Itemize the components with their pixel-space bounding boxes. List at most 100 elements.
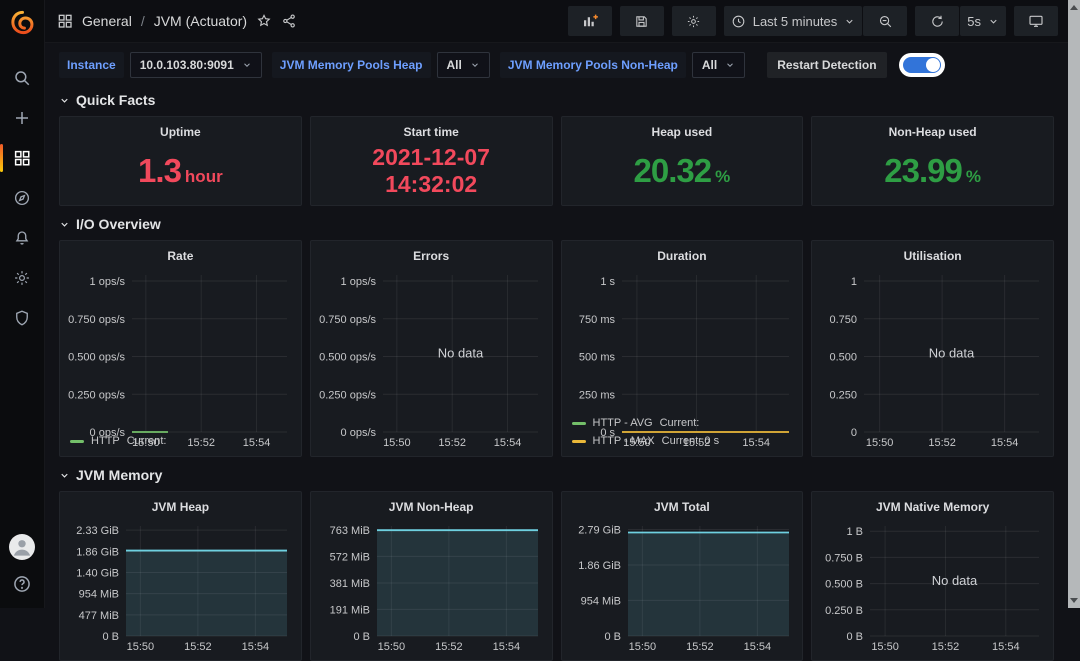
svg-text:763 MiB: 763 MiB bbox=[329, 525, 369, 537]
chevron-down-icon bbox=[471, 63, 478, 67]
breadcrumb-section[interactable]: General bbox=[82, 13, 132, 29]
star-icon[interactable] bbox=[256, 13, 272, 29]
svg-text:477 MiB: 477 MiB bbox=[79, 610, 119, 622]
section-jvm-memory[interactable]: JVM Memory bbox=[59, 467, 1054, 483]
utilisation-chart[interactable]: 15:50 15:52 15:54 1 0.750 0.500 0.250 0 No data bbox=[820, 267, 1045, 450]
section-io-overview[interactable]: I/O Overview bbox=[59, 216, 1054, 232]
refresh-button[interactable] bbox=[915, 6, 960, 36]
grafana-logo-icon[interactable] bbox=[0, 0, 44, 44]
search-icon[interactable] bbox=[0, 58, 44, 98]
chevron-down-icon bbox=[846, 19, 853, 24]
panel-title[interactable]: Start time bbox=[403, 125, 459, 139]
svg-text:381 MiB: 381 MiB bbox=[329, 578, 369, 590]
panel-title[interactable]: Non-Heap used bbox=[888, 125, 977, 139]
svg-text:15:52: 15:52 bbox=[686, 641, 714, 653]
panel-title[interactable]: JVM Native Memory bbox=[875, 500, 990, 514]
svg-text:0 ops/s: 0 ops/s bbox=[90, 427, 126, 439]
help-icon[interactable] bbox=[12, 574, 32, 594]
time-range-picker[interactable]: Last 5 minutes bbox=[723, 6, 863, 36]
svg-text:0 B: 0 B bbox=[102, 631, 119, 643]
rate-chart[interactable]: 15:50 15:52 15:54 1 ops/s 0.750 ops/s 0.500 o… bbox=[68, 267, 293, 449]
add-panel-button[interactable] bbox=[567, 6, 612, 36]
svg-text:0 s: 0 s bbox=[600, 427, 615, 439]
instance-select[interactable]: 10.0.103.80:9091 bbox=[129, 52, 262, 78]
sidebar bbox=[0, 0, 45, 608]
jvm-total-chart[interactable]: 15:50 15:52 15:54 2.79 GiB 1.86 GiB 954 MiB 0 … bbox=[570, 518, 795, 654]
svg-text:No data: No data bbox=[932, 573, 978, 588]
panel-title[interactable]: Uptime bbox=[160, 125, 201, 139]
panel-utilisation: Utilisation 15:50 15:52 15:54 1 0.750 0.500 0.… bbox=[811, 240, 1054, 457]
admin-shield-icon[interactable] bbox=[0, 298, 44, 338]
panel-title[interactable]: Duration bbox=[657, 249, 707, 263]
chevron-down-icon bbox=[990, 19, 997, 24]
save-dashboard-button[interactable] bbox=[619, 6, 664, 36]
legend-series-current: Current: bbox=[126, 435, 167, 447]
breadcrumb-dashboard-title[interactable]: JVM (Actuator) bbox=[153, 13, 248, 29]
svg-text:15:50: 15:50 bbox=[628, 641, 656, 653]
svg-text:0 B: 0 B bbox=[847, 631, 864, 643]
jvm-nonheap-chart[interactable]: 15:50 15:52 15:54 763 MiB 572 MiB 381 MiB 191 … bbox=[319, 518, 544, 654]
refresh-interval-picker[interactable]: 5s bbox=[960, 6, 1006, 36]
zoom-out-button[interactable] bbox=[863, 6, 908, 36]
svg-text:15:54: 15:54 bbox=[992, 641, 1020, 653]
stat-value-heap-used: 20.32 % bbox=[570, 143, 795, 199]
svg-text:0.500 ops/s: 0.500 ops/s bbox=[68, 352, 125, 364]
restart-detection-toggle[interactable] bbox=[898, 53, 945, 77]
vertical-scrollbar[interactable] bbox=[1068, 0, 1080, 608]
legend-item[interactable]: HTTP Current: bbox=[70, 432, 293, 450]
refresh-interval-label: 5s bbox=[967, 13, 981, 29]
section-quick-facts[interactable]: Quick Facts bbox=[59, 92, 1054, 108]
stat-number: 20.32 bbox=[633, 152, 713, 189]
nonheap-pools-select[interactable]: All bbox=[691, 52, 746, 78]
svg-text:15:54: 15:54 bbox=[742, 437, 770, 449]
jvm-heap-chart[interactable]: 15:50 15:52 15:54 2.33 GiB 1.86 GiB 1.40 GiB 9… bbox=[68, 518, 293, 654]
chevron-down-icon bbox=[727, 63, 734, 67]
jvm-native-chart[interactable]: 15:50 15:52 15:54 1 B 0.750 B 0.500 B 0.250 B 0… bbox=[820, 518, 1045, 654]
panel-title[interactable]: Errors bbox=[413, 249, 450, 263]
rate-legend: HTTP Current: bbox=[68, 432, 293, 450]
panel-title[interactable]: Utilisation bbox=[903, 249, 962, 263]
heap-pools-select[interactable]: All bbox=[436, 52, 490, 78]
svg-text:250 ms: 250 ms bbox=[578, 389, 615, 401]
svg-text:15:54: 15:54 bbox=[743, 641, 771, 653]
chevron-down-icon bbox=[243, 63, 250, 67]
dashboards-icon[interactable] bbox=[0, 138, 44, 178]
legend-item[interactable]: HTTP - AVG Current: bbox=[571, 414, 795, 432]
svg-text:1 ops/s: 1 ops/s bbox=[90, 276, 126, 288]
sidebar-bottom bbox=[9, 534, 35, 594]
configuration-gear-icon[interactable] bbox=[0, 258, 44, 298]
svg-text:15:50: 15:50 bbox=[127, 641, 155, 653]
panel-title[interactable]: JVM Non-Heap bbox=[388, 500, 474, 514]
create-plus-icon[interactable] bbox=[0, 98, 44, 138]
start-date: 2021-12-07 bbox=[372, 143, 490, 170]
panel-nonheap-used: Non-Heap used 23.99 % bbox=[811, 116, 1054, 206]
scrollbar-up-icon[interactable] bbox=[1070, 5, 1078, 10]
legend-series-color bbox=[70, 439, 84, 443]
errors-chart[interactable]: 15:50 15:52 15:54 1 ops/s 0.750 ops/s 0.500 o… bbox=[319, 267, 544, 450]
svg-text:0 B: 0 B bbox=[353, 631, 370, 643]
panel-title[interactable]: JVM Heap bbox=[151, 500, 210, 514]
duration-chart[interactable]: 15:50 15:52 15:54 1 s 750 ms 500 ms 250 ms 0 s bbox=[570, 267, 795, 449]
dashboard-settings-button[interactable] bbox=[671, 6, 716, 36]
panel-title[interactable]: JVM Total bbox=[653, 500, 710, 514]
panel-title[interactable]: Heap used bbox=[651, 125, 713, 139]
stat-value-nonheap-used: 23.99 % bbox=[820, 143, 1045, 199]
tv-kiosk-button[interactable] bbox=[1014, 6, 1058, 36]
alerting-bell-icon[interactable] bbox=[0, 218, 44, 258]
legend-item[interactable]: HTTP - MAX Current: 0 s bbox=[571, 432, 795, 450]
scrollbar-down-icon[interactable] bbox=[1070, 598, 1078, 603]
panel-title[interactable]: Rate bbox=[167, 249, 194, 263]
explore-compass-icon[interactable] bbox=[0, 178, 44, 218]
legend-series-name[interactable]: HTTP bbox=[91, 435, 120, 447]
section-title: JVM Memory bbox=[76, 467, 163, 483]
refresh-controls: 5s bbox=[915, 6, 1006, 36]
share-icon[interactable] bbox=[281, 13, 297, 29]
svg-text:15:50: 15:50 bbox=[623, 437, 651, 449]
svg-text:15:54: 15:54 bbox=[494, 437, 522, 449]
legend-series-name[interactable]: HTTP - AVG bbox=[592, 417, 653, 429]
svg-text:500 ms: 500 ms bbox=[578, 352, 615, 364]
svg-text:1.40 GiB: 1.40 GiB bbox=[76, 567, 119, 579]
svg-text:0.250 ops/s: 0.250 ops/s bbox=[68, 389, 125, 401]
user-avatar[interactable] bbox=[9, 534, 35, 560]
legend-series-name[interactable]: HTTP - MAX bbox=[592, 435, 655, 447]
